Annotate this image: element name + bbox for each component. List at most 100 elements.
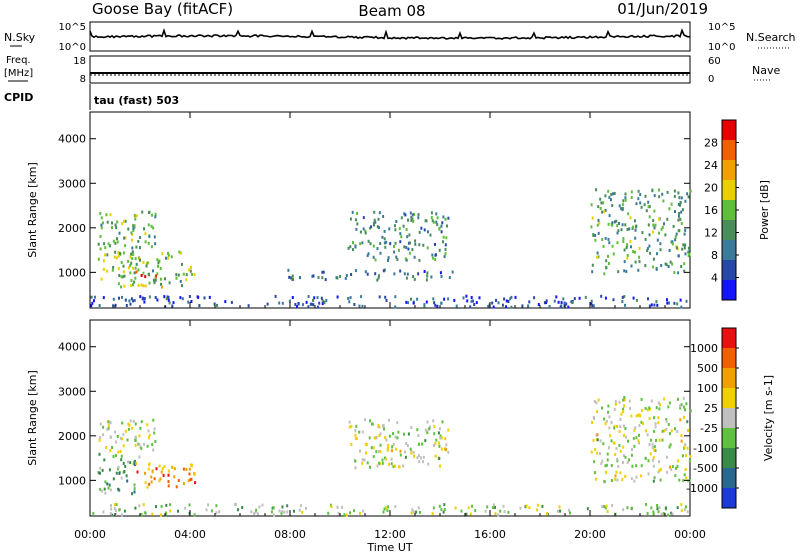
echo-cell — [189, 478, 192, 482]
echo-cell — [630, 506, 633, 510]
echo-cell — [622, 398, 625, 402]
echo-cell — [411, 248, 414, 252]
nsearch-tick-top: 10^5 — [708, 22, 735, 33]
freq-label-line2: [MHz] — [4, 68, 33, 79]
echo-cell — [677, 229, 680, 233]
echo-cell — [286, 504, 289, 508]
echo-cell — [418, 442, 420, 446]
echo-cell — [638, 441, 640, 445]
echo-cell — [440, 224, 443, 228]
echo-cell — [654, 223, 657, 227]
echo-cell — [447, 450, 450, 454]
echo-cell — [444, 437, 447, 441]
echo-cell — [647, 223, 650, 227]
echo-cell — [156, 272, 159, 276]
echo-cell — [613, 407, 616, 411]
echo-cell — [363, 458, 366, 462]
echo-cell — [652, 265, 655, 269]
echo-cell — [317, 276, 320, 279]
echo-cell — [152, 269, 154, 273]
echo-cell — [629, 216, 632, 220]
echo-cell — [161, 285, 163, 289]
echo-cell — [386, 446, 389, 450]
echo-cell — [666, 190, 669, 194]
echo-cell — [300, 504, 303, 508]
echo-cell — [634, 426, 637, 430]
echo-cell — [603, 210, 606, 214]
echo-cell — [643, 203, 646, 207]
echo-cell — [157, 261, 160, 265]
echo-cell — [158, 479, 161, 483]
echo-cell — [383, 507, 386, 511]
echo-cell — [374, 272, 377, 276]
echo-cell — [634, 260, 637, 264]
echo-cell — [653, 303, 656, 307]
echo-cell — [312, 303, 315, 307]
echo-cell — [660, 264, 663, 267]
echo-cell — [398, 227, 401, 231]
echo-cell — [654, 449, 657, 453]
echo-cell — [653, 429, 656, 433]
echo-cell — [660, 512, 663, 516]
echo-cell — [316, 296, 319, 300]
echo-cell — [384, 436, 387, 440]
y-tick-label: 2000 — [58, 430, 86, 443]
echo-cell — [426, 431, 429, 435]
echo-cell — [410, 511, 413, 515]
echo-cell — [150, 480, 153, 484]
echo-cell — [429, 233, 432, 237]
echo-cell — [131, 426, 134, 430]
echo-cell — [430, 216, 433, 220]
echo-cell — [660, 227, 663, 231]
echo-cell — [103, 458, 106, 462]
echo-cell — [90, 304, 93, 308]
echo-cell — [638, 255, 641, 259]
echo-cell — [119, 450, 122, 453]
echo-cell — [151, 213, 153, 217]
echo-cell — [102, 425, 105, 429]
echo-cell — [437, 431, 440, 435]
colorbar-swatch — [722, 140, 736, 160]
echo-cell — [127, 422, 130, 426]
echo-cell — [114, 440, 117, 444]
echo-cell — [622, 433, 625, 437]
colorbar-tick-label: 12 — [704, 227, 718, 240]
echo-cell — [369, 226, 371, 230]
echo-cell — [397, 430, 400, 434]
echo-cell — [688, 252, 691, 256]
nsky-tick-bottom: 10^0 — [59, 42, 86, 53]
echo-cell — [120, 275, 123, 279]
echo-cell — [139, 246, 141, 250]
echo-cell — [383, 229, 386, 233]
echo-cell — [633, 444, 636, 448]
echo-cell — [127, 266, 130, 270]
echo-cell — [374, 258, 377, 262]
echo-cell — [123, 274, 126, 278]
echo-cell — [418, 454, 420, 458]
echo-cell — [670, 468, 673, 472]
echo-cell — [684, 408, 686, 412]
echo-cell — [646, 247, 649, 251]
echo-cell — [321, 270, 324, 274]
echo-cell — [537, 303, 540, 306]
echo-cell — [595, 477, 598, 481]
echo-cell — [635, 202, 638, 206]
echo-cell — [622, 460, 624, 464]
echo-cell — [126, 438, 129, 442]
echo-cell — [663, 397, 665, 401]
echo-cell — [683, 445, 686, 449]
echo-cell — [378, 226, 380, 230]
colorbar-swatch — [722, 448, 736, 468]
echo-cell — [615, 219, 618, 223]
echo-cell — [628, 399, 631, 403]
echo-cell — [104, 491, 107, 495]
echo-cell — [438, 457, 441, 460]
power-colorbar-label: Power [dB] — [758, 180, 771, 240]
echo-cell — [412, 219, 415, 223]
echo-cell — [118, 488, 121, 492]
echo-cell — [616, 224, 619, 228]
echo-cell — [439, 436, 442, 440]
echo-cell — [135, 245, 138, 249]
echo-cell — [563, 302, 566, 306]
echo-cell — [133, 487, 136, 491]
